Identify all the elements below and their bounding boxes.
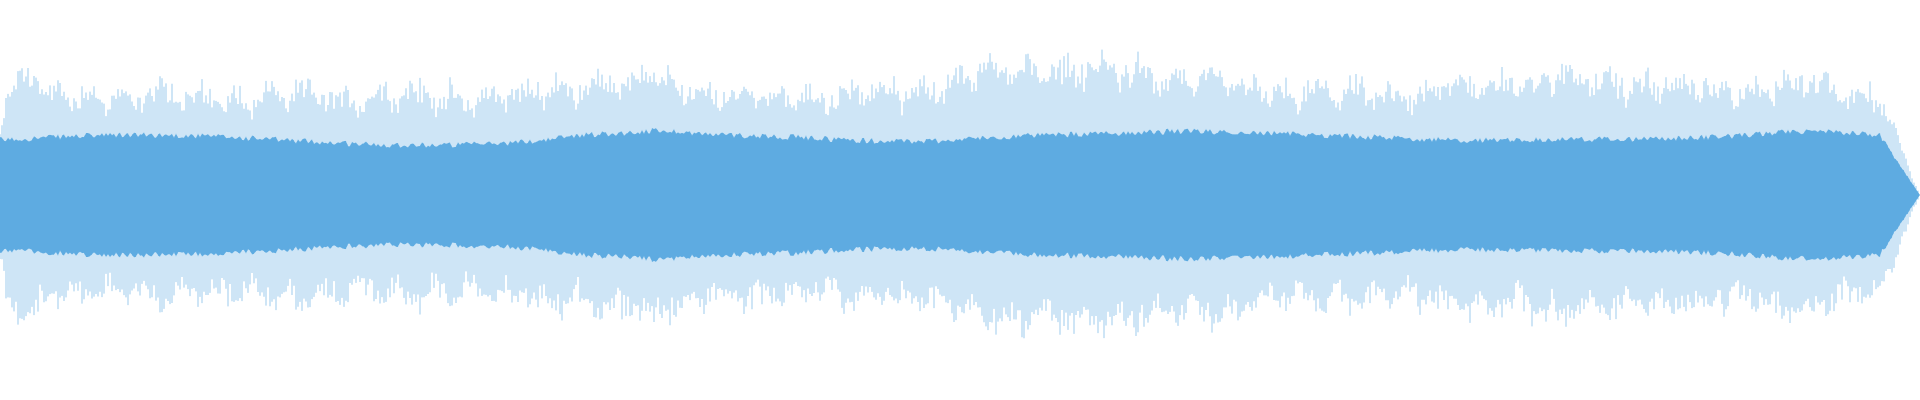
waveform-body [0,127,1920,263]
